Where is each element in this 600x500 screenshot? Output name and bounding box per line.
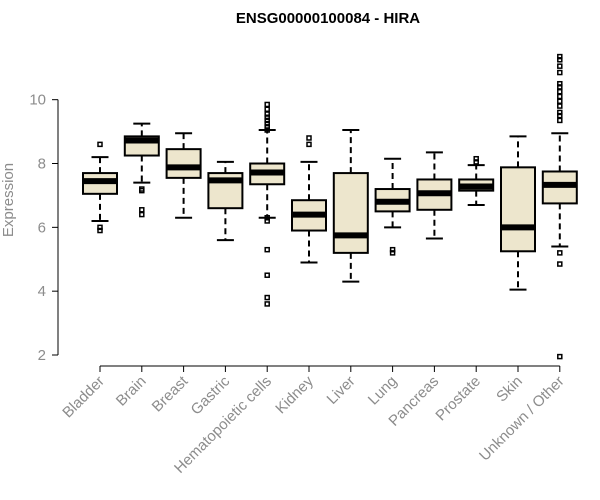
box-hematopoietic-cells [249, 101, 286, 307]
box-skin [500, 135, 536, 291]
y-axis: 2 4 6 8 10 [29, 92, 59, 364]
outlier-point [473, 159, 479, 165]
outlier-point [557, 98, 563, 105]
x-tick-label: Prostate [432, 373, 484, 425]
outlier-point [557, 57, 563, 63]
outlier-point [264, 272, 270, 278]
box-pancreas [416, 151, 453, 240]
outlier-point [389, 246, 396, 253]
outlier-point [264, 246, 270, 253]
outlier-point [264, 215, 270, 221]
x-tick-label: Brain [113, 373, 150, 410]
outlier-point [97, 141, 103, 148]
outlier-point [264, 111, 270, 117]
outlier-point [557, 112, 563, 119]
chart-title: ENSG00000100084 - HIRA [236, 10, 420, 27]
outlier-point [264, 124, 270, 130]
outlier-point [306, 135, 312, 141]
y-axis-label: Expression [0, 163, 17, 237]
outlier-point [557, 80, 563, 87]
box-group [82, 53, 578, 360]
outlier-point [264, 294, 270, 301]
outlier-point [557, 53, 563, 60]
iqr-box [332, 172, 369, 254]
outlier-point [139, 207, 145, 213]
outlier-point [557, 103, 563, 109]
outlier-point [97, 227, 103, 234]
box-kidney [291, 135, 327, 264]
outlier-point [306, 141, 312, 148]
box-breast [165, 132, 202, 219]
outlier-point [557, 69, 563, 76]
outlier-point [139, 187, 145, 194]
outlier-point [264, 127, 270, 133]
box-lung [374, 157, 411, 256]
outlier-point [264, 117, 270, 124]
outlier-point [264, 218, 270, 224]
y-tick-label: 2 [38, 347, 46, 364]
box-gastric [207, 160, 244, 242]
outlier-point [264, 106, 270, 113]
outlier-point [264, 114, 270, 120]
x-tick-label: Skin [493, 373, 526, 406]
x-tick-label: Breast [149, 372, 192, 415]
outlier-point [557, 353, 563, 360]
outlier-point [557, 93, 563, 100]
y-tick-label: 4 [38, 283, 46, 300]
x-tick-label: Bladder [59, 373, 108, 422]
outlier-point [97, 224, 103, 231]
x-tick-label: Kidney [272, 372, 317, 417]
outlier-point [557, 117, 563, 124]
outlier-point [557, 84, 563, 90]
outlier-point [557, 88, 563, 95]
outlier-point [139, 211, 145, 218]
box-bladder [82, 141, 118, 234]
y-tick-label: 8 [38, 156, 46, 173]
outlier-point [264, 101, 270, 108]
box-liver [332, 129, 369, 283]
box-unknown-other [541, 53, 578, 360]
outlier-point [557, 63, 563, 69]
outlier-point [557, 261, 563, 267]
outlier-point [473, 155, 479, 162]
iqr-box [165, 148, 202, 179]
outlier-point [264, 120, 270, 127]
iqr-box [500, 166, 536, 253]
x-tick-label: Lung [365, 373, 401, 409]
outlier-point [264, 301, 270, 307]
outlier-point [557, 250, 563, 256]
box-prostate [458, 155, 495, 206]
x-tick-label: Liver [324, 373, 359, 408]
outlier-point [389, 250, 396, 256]
y-tick-label: 10 [29, 92, 46, 109]
outlier-point [557, 109, 563, 116]
y-tick-label: 6 [38, 219, 46, 236]
box-brain [123, 122, 160, 218]
